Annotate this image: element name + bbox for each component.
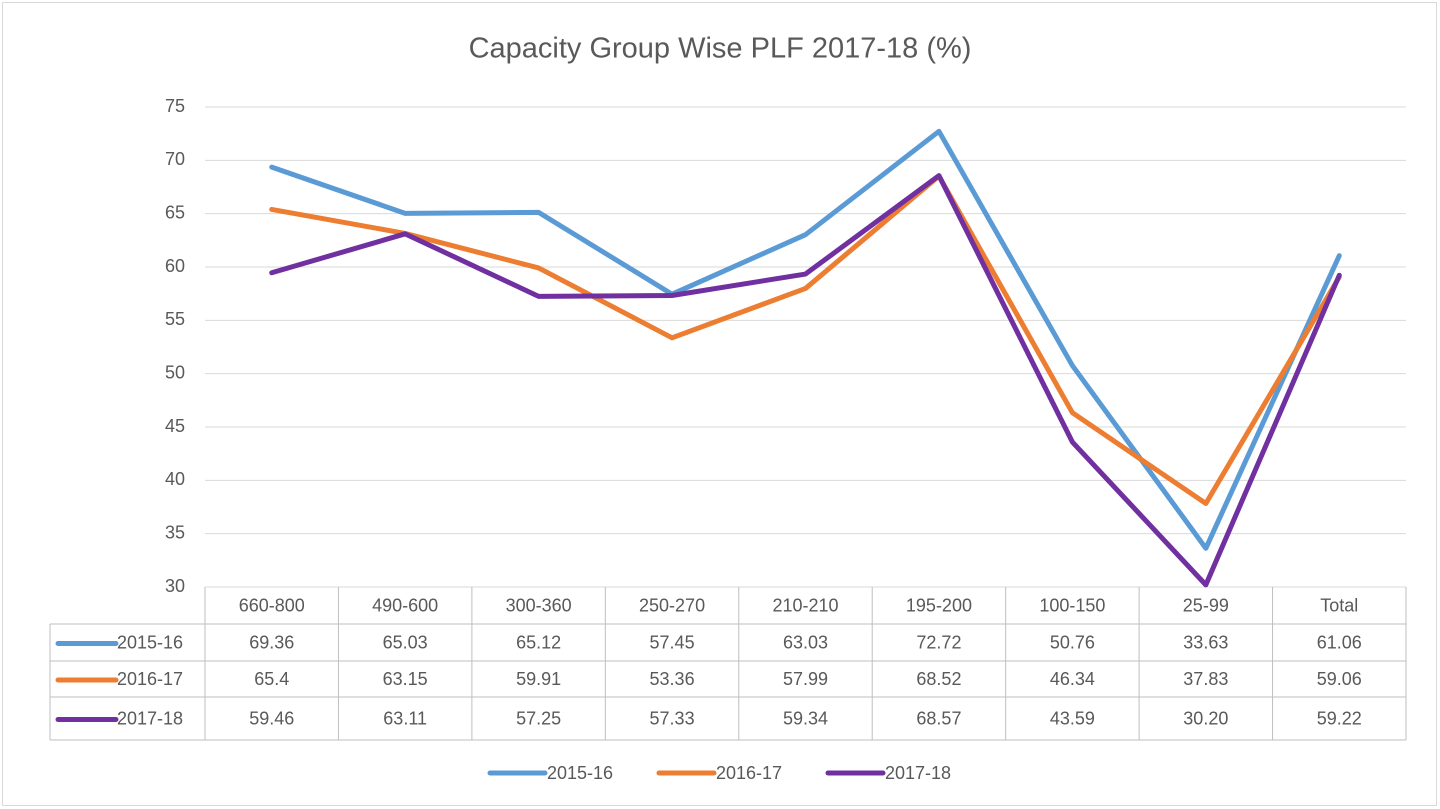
table-cell: 69.36 [249,632,294,652]
x-tick-label: 195-200 [906,595,972,615]
table-cell: 59.91 [516,669,561,689]
x-tick-label: Total [1320,595,1358,615]
table-cell: 53.36 [650,669,695,689]
y-tick-label: 75 [165,96,185,116]
y-tick-label: 60 [165,256,185,276]
table-cell: 61.06 [1317,632,1362,652]
chart-title: Capacity Group Wise PLF 2017-18 (%) [469,33,972,65]
table-cell: 63.03 [783,632,828,652]
table-cell: 72.72 [916,632,961,652]
table-cell: 59.34 [783,708,828,728]
legend-label: 2015-16 [547,763,613,783]
table-cell: 43.59 [1050,708,1095,728]
table-row-label: 2016-17 [117,669,183,689]
table-cell: 59.22 [1317,708,1362,728]
table-cell: 50.76 [1050,632,1095,652]
table-row-label: 2015-16 [117,632,183,652]
y-tick-label: 40 [165,469,185,489]
table-cell: 33.63 [1183,632,1228,652]
table-cell: 46.34 [1050,669,1095,689]
x-tick-label: 490-600 [372,595,438,615]
table-cell: 65.03 [383,632,428,652]
table-cell: 68.52 [916,669,961,689]
x-tick-label: 25-99 [1183,595,1229,615]
x-tick-label: 210-210 [772,595,838,615]
y-tick-label: 50 [165,362,185,382]
y-tick-label: 65 [165,202,185,222]
series-line [269,173,1342,588]
table-cell: 68.57 [916,708,961,728]
table-cell: 65.4 [254,669,289,689]
legend-label: 2016-17 [716,763,782,783]
legend-label: 2017-18 [885,763,951,783]
table-cell: 57.25 [516,708,561,728]
x-tick-label: 660-800 [239,595,305,615]
x-tick-label: 250-270 [639,595,705,615]
y-tick-label: 45 [165,416,185,436]
table-cell: 57.33 [650,708,695,728]
y-tick-label: 35 [165,522,185,542]
table-cell: 59.06 [1317,669,1362,689]
table-row-label: 2017-18 [117,708,183,728]
table-cell: 57.99 [783,669,828,689]
table-cell: 37.83 [1183,669,1228,689]
series-line [269,173,1342,506]
x-tick-label: 100-150 [1039,595,1105,615]
series-line [269,128,1342,551]
table-cell: 65.12 [516,632,561,652]
x-tick-label: 300-360 [506,595,572,615]
table-cell: 63.11 [383,708,427,728]
y-tick-label: 30 [165,576,185,596]
table-cell: 59.46 [249,708,294,728]
y-tick-label: 70 [165,149,185,169]
table-cell: 30.20 [1183,708,1228,728]
table-cell: 63.15 [383,669,428,689]
table-cell: 57.45 [650,632,695,652]
y-tick-label: 55 [165,309,185,329]
